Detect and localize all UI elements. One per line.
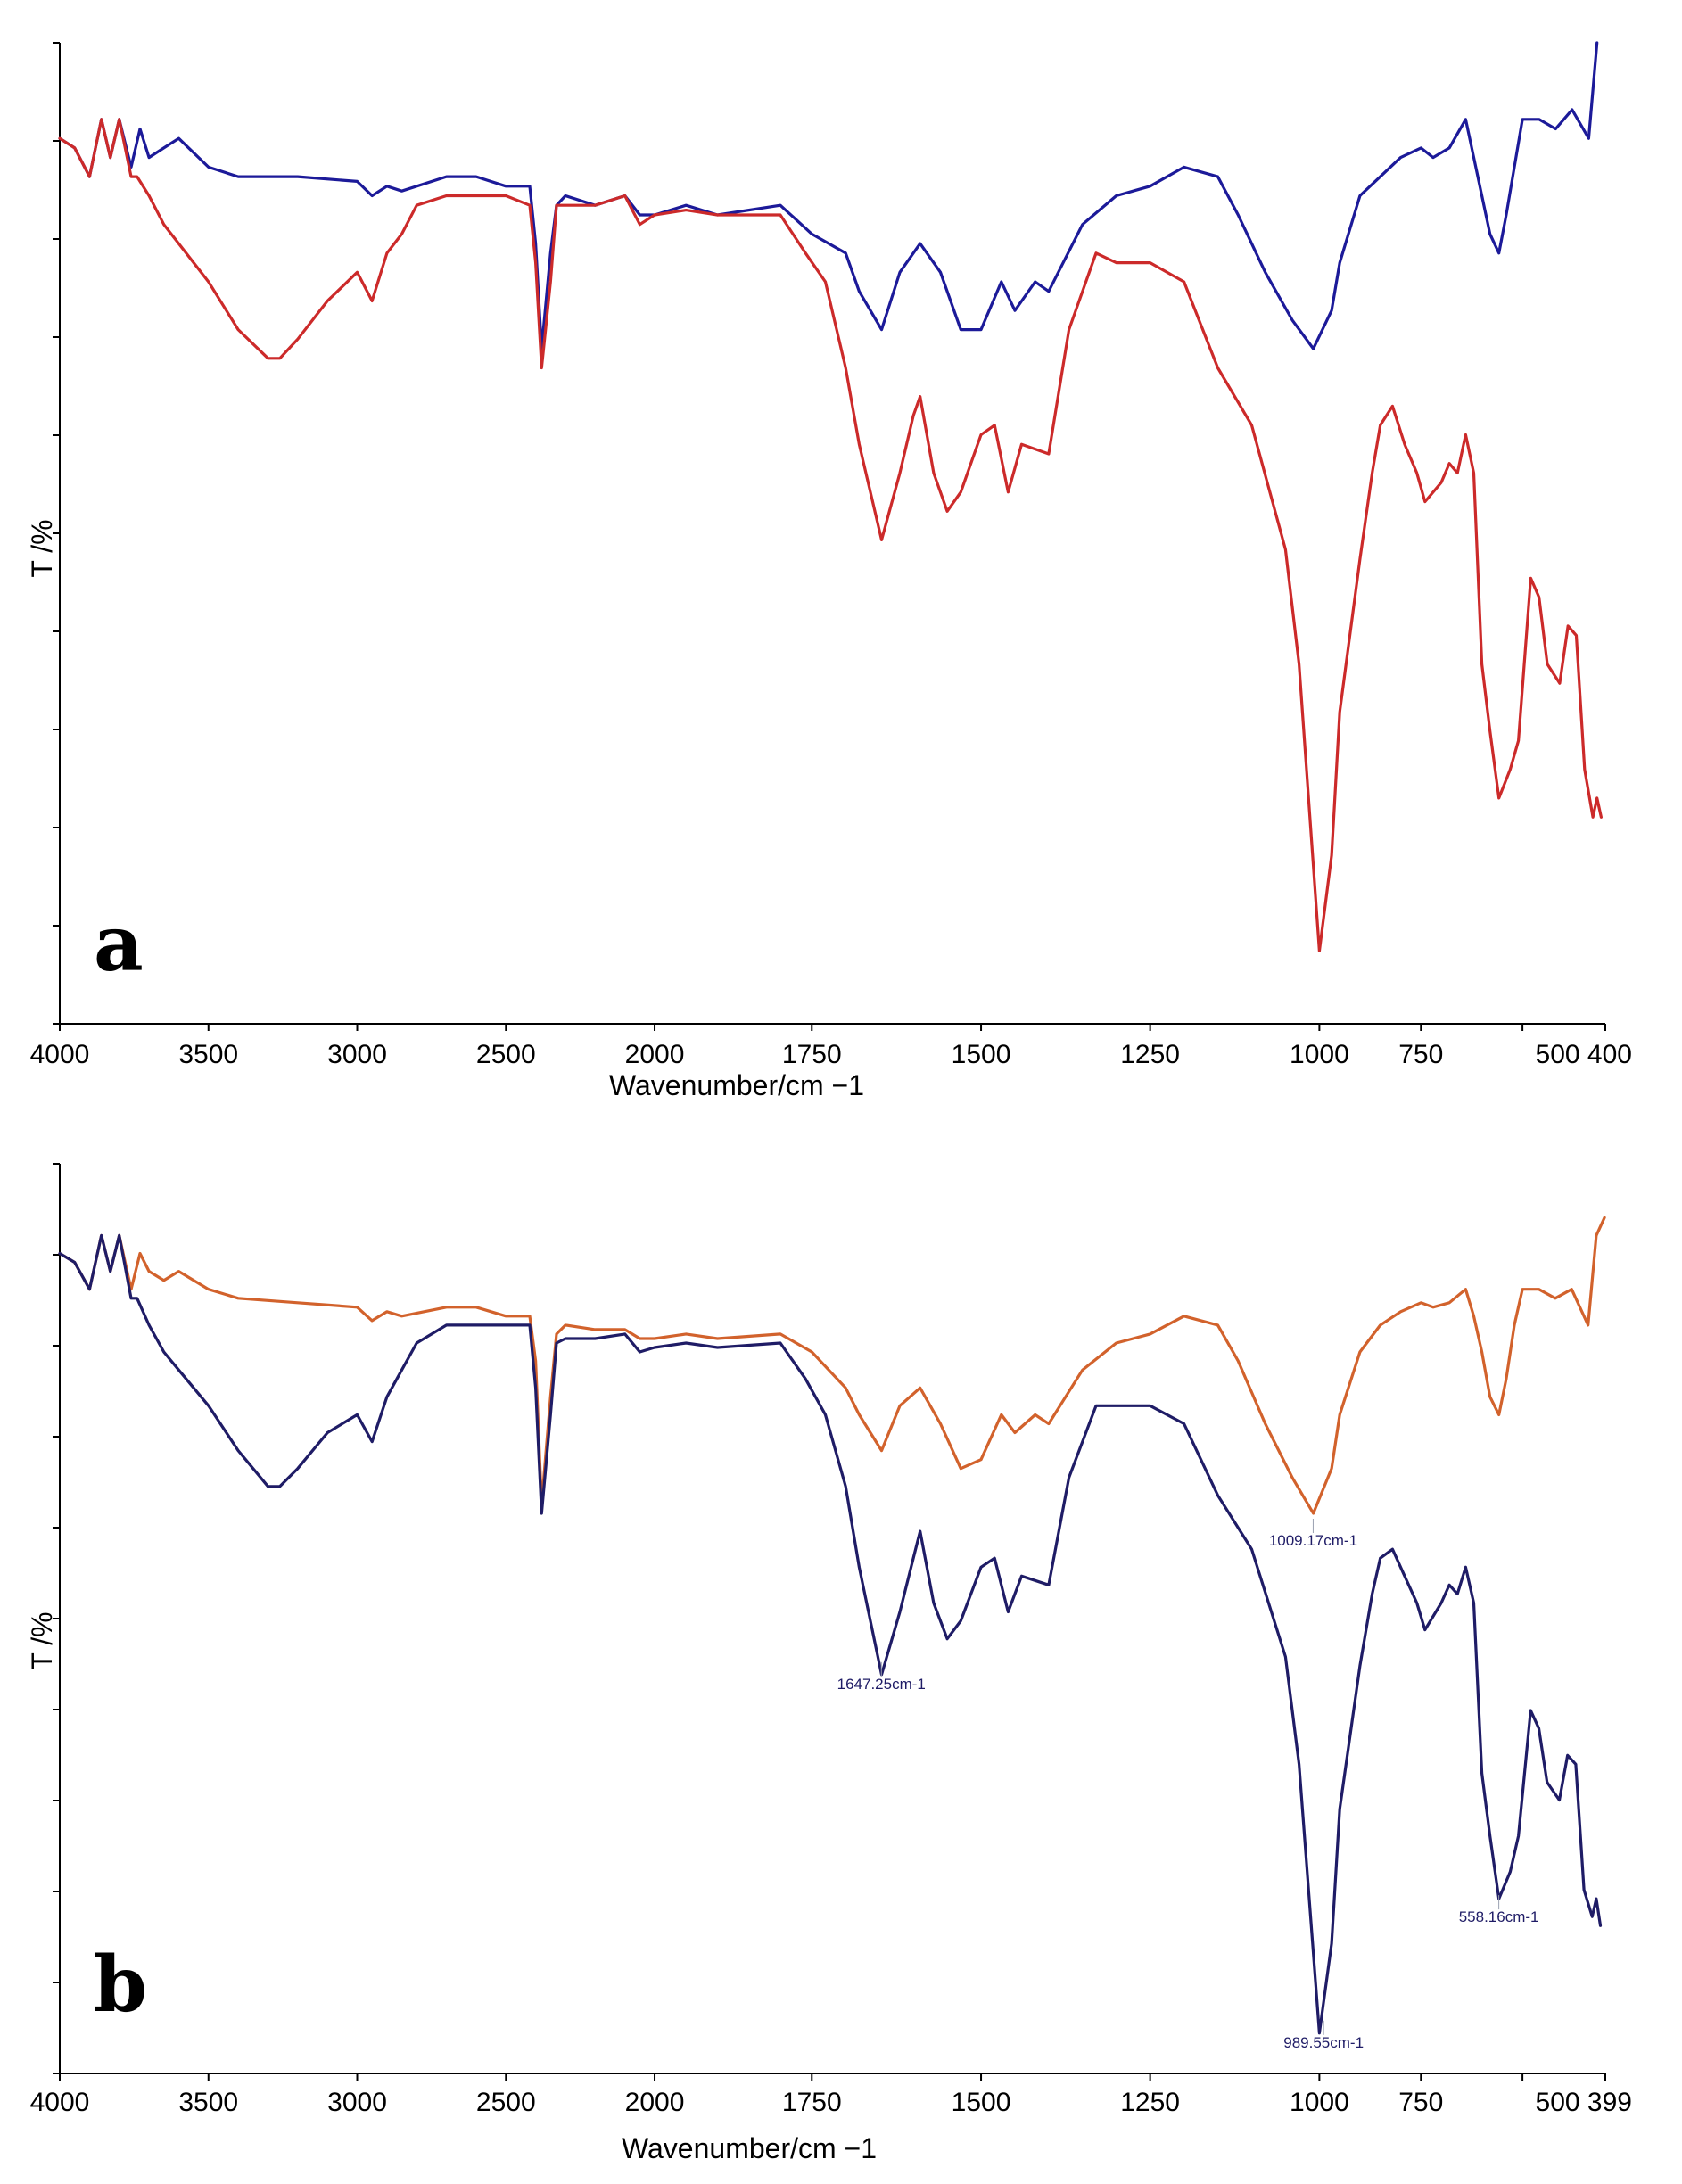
x-tick-label: 4000 [30, 1040, 90, 1069]
x-tick-label: 3500 [178, 1040, 238, 1069]
panel-b-x-axis-title: Wavenumber/cm −1 [622, 2132, 877, 2164]
x-tick-label: 1250 [1120, 2088, 1180, 2117]
x-tick-label: 1250 [1120, 1040, 1180, 1069]
x-tick-label: 2000 [625, 1040, 685, 1069]
chart-panel-a: 4000 3500 3000 2500 2000 1750 1500 1250 1000 750 5… [26, 41, 1632, 1101]
x-tick-label: 750 [1398, 1040, 1443, 1069]
panel-b-axes: 4000 3500 3000 2500 2000 1750 1500 1250 1000 750 5… [30, 1163, 1632, 2117]
panel-b-y-axis-title: T /% [26, 1611, 58, 1669]
x-tick-label: 2000 [625, 2088, 685, 2117]
panel-a-x-axis-title: Wavenumber/cm −1 [609, 1069, 864, 1101]
series-line-orange [58, 1216, 1606, 1515]
x-tick-label: 1750 [782, 2088, 842, 2117]
x-tick-label: 750 [1398, 2088, 1443, 2117]
x-tick-label: 1000 [1290, 1040, 1349, 1069]
panel-a-label: a [94, 899, 144, 989]
panel-a-series [58, 41, 1603, 952]
peak-annotation: 558.16cm-1 [1459, 1908, 1539, 1925]
chart-panel-b: 4000 3500 3000 2500 2000 1750 1500 1250 1000 750 5… [26, 1163, 1632, 2164]
x-tick-label: 1750 [782, 1040, 842, 1069]
panel-a-y-axis-title: T /% [26, 519, 58, 577]
panel-b-series [58, 1216, 1606, 2035]
panel-a-axes: 4000 3500 3000 2500 2000 1750 1500 1250 1000 750 5… [30, 42, 1632, 1069]
x-tick-label: 3500 [178, 2088, 238, 2117]
peak-annotation: 1647.25cm-1 [837, 1676, 926, 1693]
x-tick-label: 3000 [327, 1040, 387, 1069]
series-line-navy [58, 1233, 1603, 2035]
x-tick-label: 500 399 [1536, 2088, 1632, 2117]
series-line-red [58, 118, 1603, 952]
x-tick-label: 1000 [1290, 2088, 1349, 2117]
panel-b-annotations: 1647.25cm-1 1009.17cm-1 989.55cm-1 558.16cm… [837, 1519, 1539, 2051]
series-line-blue [58, 41, 1599, 350]
x-tick-label: 1500 [952, 1040, 1011, 1069]
x-tick-label: 2500 [476, 1040, 536, 1069]
peak-annotation: 989.55cm-1 [1283, 2034, 1364, 2051]
x-tick-label: 3000 [327, 2088, 387, 2117]
panel-b-label: b [94, 1940, 147, 2030]
x-tick-label: 4000 [30, 2088, 90, 2117]
x-tick-label: 500 400 [1536, 1040, 1632, 1069]
x-tick-label: 1500 [952, 2088, 1011, 2117]
x-tick-label: 2500 [476, 2088, 536, 2117]
peak-annotation: 1009.17cm-1 [1269, 1532, 1357, 1549]
